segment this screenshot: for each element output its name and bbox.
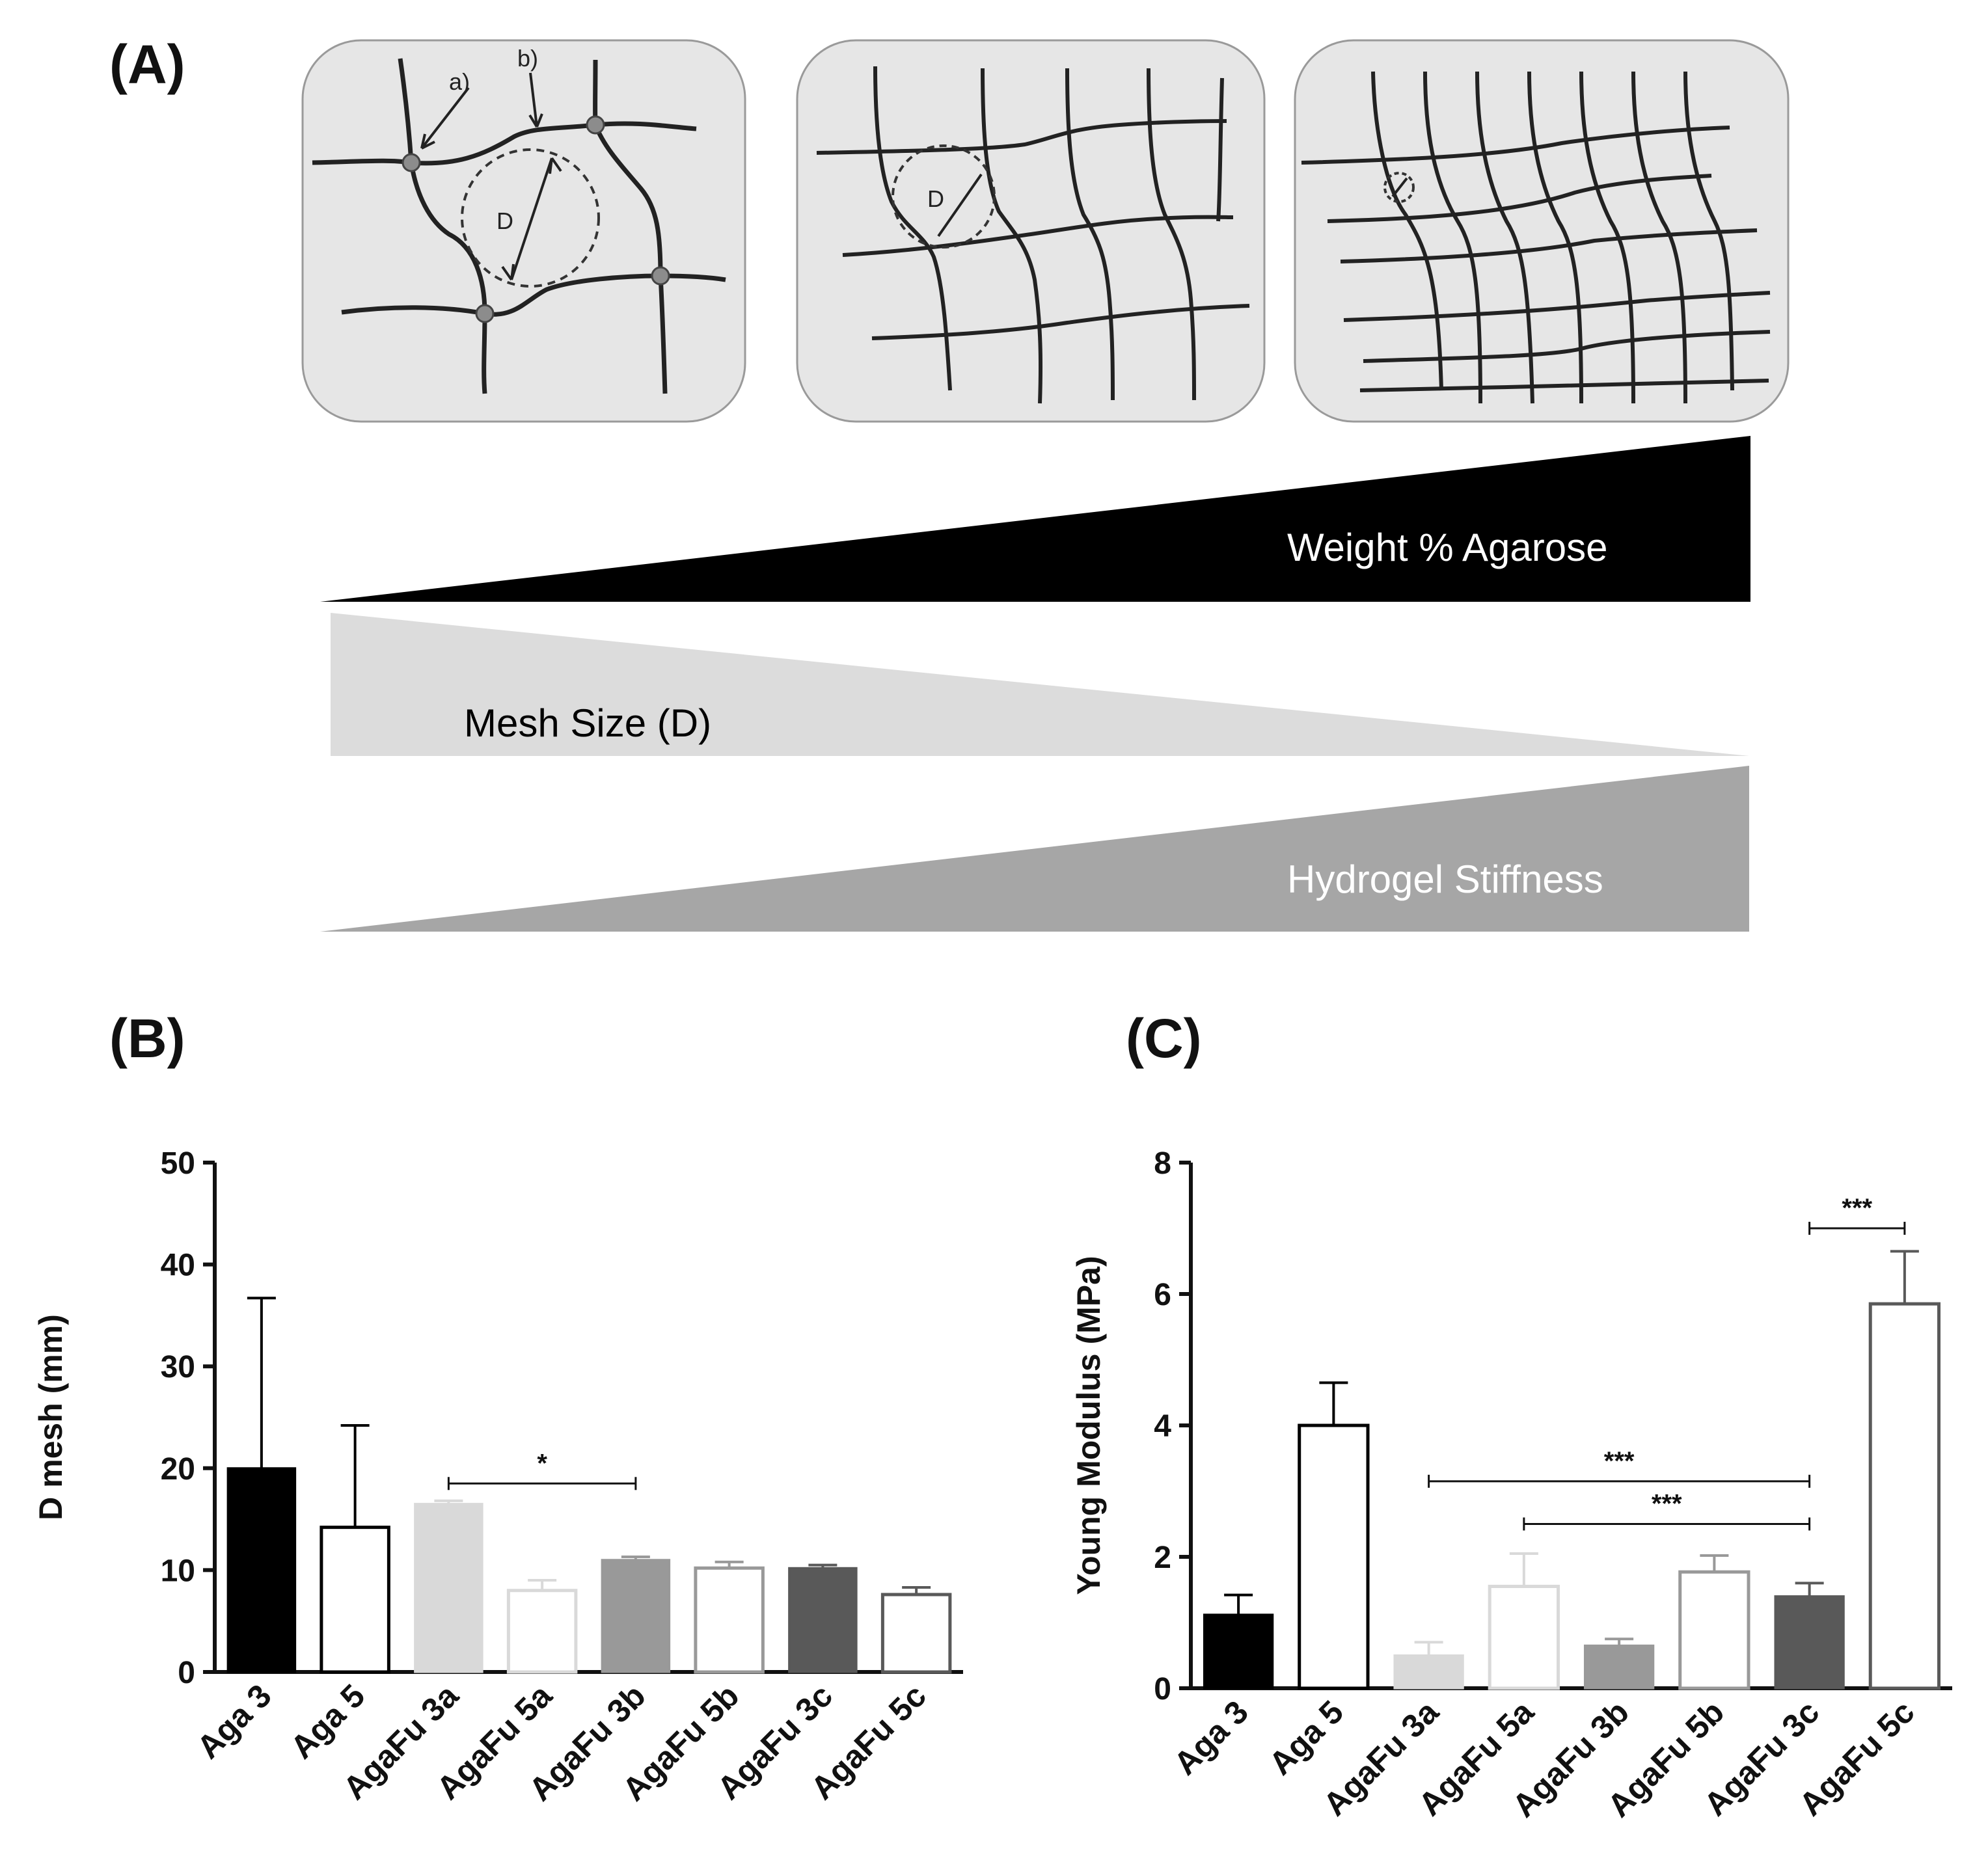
category-label: Aga 3	[1167, 1693, 1255, 1782]
mesh-size-label: D	[497, 208, 513, 234]
y-tick-label: 30	[161, 1350, 195, 1384]
bar-agafu-5c	[1868, 1302, 1941, 1690]
mesh-size-wedge	[331, 613, 1749, 756]
y-tick-label: 50	[161, 1146, 195, 1181]
significance-label: *	[537, 1449, 547, 1477]
y-tick-label: 0	[178, 1656, 195, 1690]
panel-b-label: (B)	[109, 1008, 185, 1069]
bar-agafu-3b	[1583, 1644, 1655, 1690]
panel-c-label: (C)	[1126, 1008, 1202, 1069]
bar-aga-3	[1203, 1613, 1274, 1690]
significance-label: ***	[1842, 1194, 1872, 1222]
mesh-size-label-medium: D	[927, 185, 944, 212]
crosslink-annotation-a: a)	[449, 68, 470, 95]
y-tick-label: 0	[1154, 1672, 1171, 1706]
significance-label: ***	[1604, 1447, 1635, 1476]
significance-label: ***	[1652, 1490, 1682, 1518]
y-axis-title: Young Modulus (MPa)	[1070, 1256, 1107, 1595]
weight-agarose-wedge	[320, 436, 1750, 602]
weight-agarose-label: Weight % Agarose	[1287, 526, 1608, 569]
y-axis-title: D mesh (mm)	[33, 1314, 69, 1520]
bar-agafu-3c	[1774, 1595, 1845, 1690]
hydrogel-stiffness-wedge	[320, 766, 1749, 932]
bar-aga-5	[320, 1526, 390, 1674]
bar-agafu-3c	[788, 1567, 858, 1673]
y-tick-label: 10	[161, 1554, 195, 1588]
fiber-annotation-b: b)	[517, 45, 538, 72]
bar-agafu-3a	[1393, 1654, 1464, 1690]
bar-agafu-5b	[1678, 1570, 1750, 1690]
bar-agafu-5a	[1488, 1584, 1560, 1690]
mesh-box-high	[1294, 39, 1790, 423]
y-tick-label: 40	[161, 1248, 195, 1283]
bar-agafu-5a	[506, 1589, 578, 1674]
category-label: Aga 5	[284, 1677, 372, 1766]
bar-agafu-5b	[694, 1566, 765, 1674]
y-tick-label: 6	[1154, 1278, 1171, 1312]
hydrogel-stiffness-label: Hydrogel Stiffness	[1287, 857, 1603, 901]
bar-agafu-3b	[601, 1559, 671, 1673]
category-label: Aga 5	[1262, 1693, 1350, 1782]
y-tick-label: 2	[1154, 1541, 1171, 1575]
mesh-box-medium: D	[796, 39, 1266, 423]
bar-agafu-3a	[414, 1503, 483, 1673]
panel-a-label: (A)	[109, 34, 185, 95]
category-label: Aga 3	[190, 1677, 279, 1766]
mesh-box-low: D a) b)	[301, 39, 746, 423]
y-tick-label: 20	[161, 1452, 195, 1487]
bar-agafu-5c	[880, 1593, 952, 1674]
bar-aga-3	[226, 1467, 297, 1673]
bar-aga-5	[1298, 1423, 1370, 1690]
y-tick-label: 4	[1154, 1409, 1171, 1444]
mesh-size-text: Mesh Size (D)	[464, 701, 711, 745]
y-tick-label: 8	[1154, 1146, 1171, 1181]
